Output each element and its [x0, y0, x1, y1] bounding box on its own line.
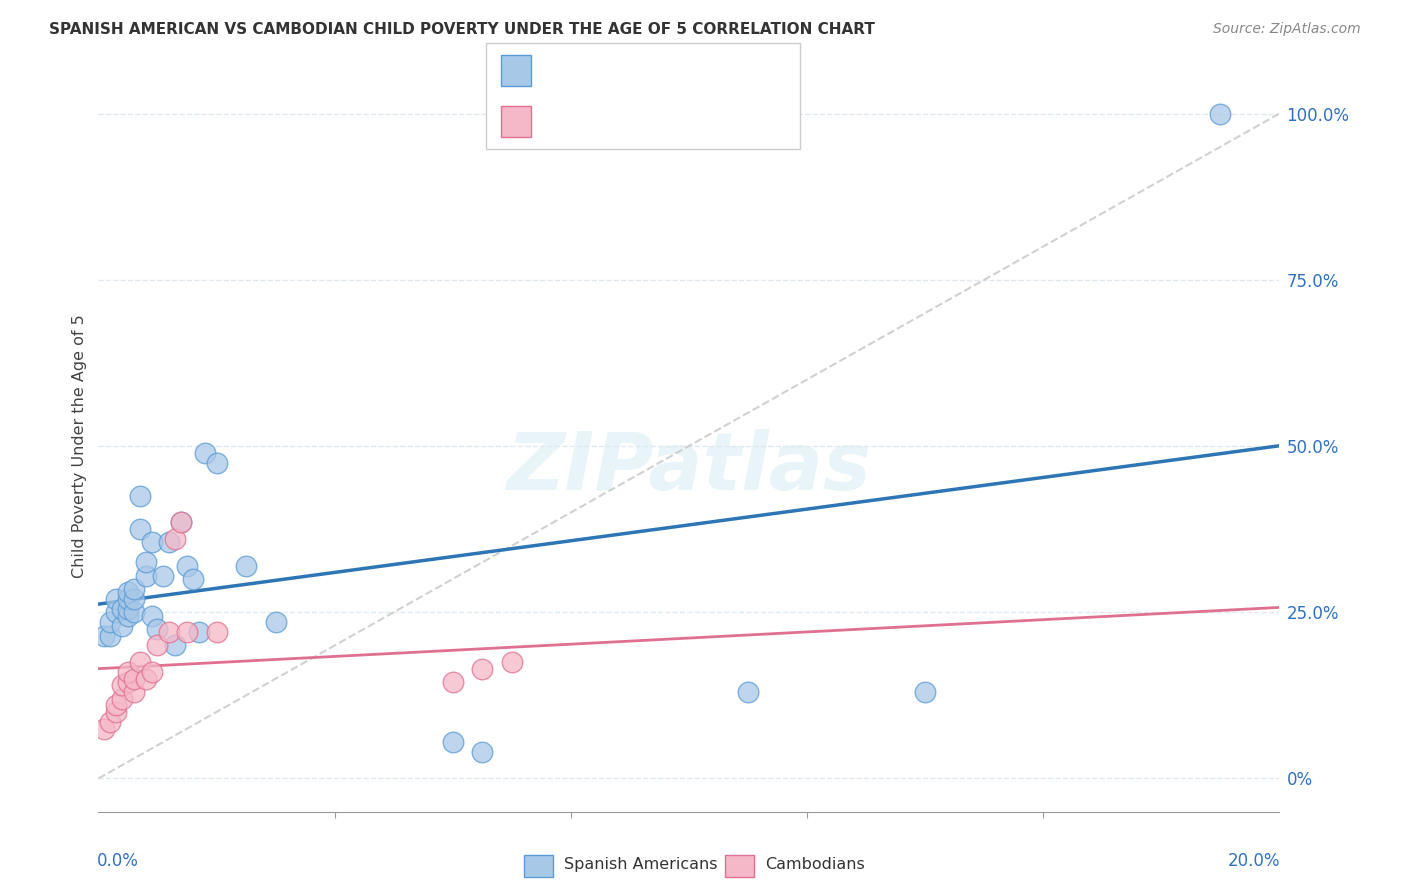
Text: Source: ZipAtlas.com: Source: ZipAtlas.com [1213, 22, 1361, 37]
Point [194, 445, 217, 459]
Point [111, 691, 134, 706]
FancyBboxPatch shape [524, 855, 553, 877]
Point [181, 572, 204, 586]
Point [165, 639, 187, 653]
Point [441, 675, 464, 690]
Text: R = 0.469: R = 0.469 [544, 61, 634, 78]
FancyBboxPatch shape [501, 106, 531, 137]
Point [170, 516, 193, 530]
Point [205, 625, 228, 640]
Point [264, 615, 287, 630]
Point [105, 705, 128, 719]
Point [105, 605, 128, 619]
Point [235, 558, 257, 573]
Point [141, 608, 163, 623]
Point [111, 678, 134, 692]
Point [122, 605, 145, 619]
Point [205, 456, 228, 470]
Point [146, 622, 169, 636]
Text: ZIPatlas: ZIPatlas [506, 429, 872, 507]
Point [141, 535, 163, 549]
Y-axis label: Child Poverty Under the Age of 5: Child Poverty Under the Age of 5 [72, 314, 87, 578]
Point [471, 662, 494, 676]
Point [157, 625, 180, 640]
Point [128, 522, 150, 536]
Point [98, 628, 121, 642]
Text: Spanish Americans: Spanish Americans [564, 857, 717, 872]
Point [93, 722, 115, 736]
Point [117, 602, 139, 616]
Point [165, 532, 187, 546]
Text: R = 0.678: R = 0.678 [544, 111, 634, 128]
Point [117, 591, 139, 606]
FancyBboxPatch shape [725, 855, 754, 877]
Point [128, 489, 150, 503]
Point [501, 655, 523, 669]
FancyBboxPatch shape [501, 55, 531, 86]
Point [170, 516, 193, 530]
Point [111, 618, 134, 632]
Point [157, 535, 180, 549]
Point [914, 685, 936, 699]
Point [152, 568, 174, 582]
Point [98, 714, 121, 729]
Point [93, 628, 115, 642]
Point [471, 745, 494, 759]
Point [737, 685, 759, 699]
Point [117, 675, 139, 690]
Text: 20.0%: 20.0% [1229, 852, 1281, 870]
Text: N = 37: N = 37 [682, 61, 749, 78]
Point [1209, 106, 1232, 120]
Point [135, 555, 157, 569]
Point [117, 608, 139, 623]
Point [111, 602, 134, 616]
Point [105, 591, 128, 606]
Point [135, 568, 157, 582]
Point [122, 685, 145, 699]
Text: Cambodians: Cambodians [765, 857, 865, 872]
Point [187, 625, 209, 640]
Text: 0.0%: 0.0% [97, 852, 139, 870]
Point [117, 665, 139, 679]
FancyBboxPatch shape [486, 43, 800, 149]
Point [122, 591, 145, 606]
Point [141, 665, 163, 679]
Point [176, 558, 198, 573]
Text: SPANISH AMERICAN VS CAMBODIAN CHILD POVERTY UNDER THE AGE OF 5 CORRELATION CHART: SPANISH AMERICAN VS CAMBODIAN CHILD POVE… [49, 22, 875, 37]
Point [135, 672, 157, 686]
Point [146, 639, 169, 653]
Point [176, 625, 198, 640]
Point [122, 582, 145, 596]
Point [122, 672, 145, 686]
Point [98, 615, 121, 630]
Point [128, 655, 150, 669]
Text: N = 22: N = 22 [682, 111, 749, 128]
Point [105, 698, 128, 713]
Point [117, 585, 139, 599]
Point [441, 735, 464, 749]
